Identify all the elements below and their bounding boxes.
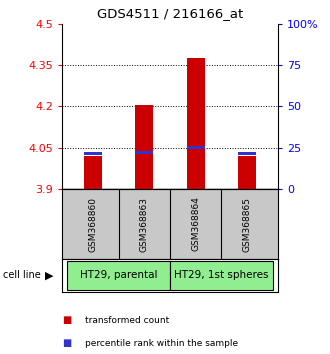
Bar <box>170 261 273 290</box>
Text: transformed count: transformed count <box>85 316 169 325</box>
Bar <box>187 58 205 189</box>
Bar <box>187 146 205 149</box>
Text: ■: ■ <box>62 315 71 325</box>
Bar <box>238 156 256 189</box>
Text: HT29, parental: HT29, parental <box>80 270 157 280</box>
Text: percentile rank within the sample: percentile rank within the sample <box>85 339 238 348</box>
Text: GSM368860: GSM368860 <box>88 196 97 251</box>
Text: ■: ■ <box>62 338 71 348</box>
Text: GSM368863: GSM368863 <box>140 196 149 251</box>
Bar <box>135 105 153 189</box>
Bar <box>135 151 153 154</box>
Title: GDS4511 / 216166_at: GDS4511 / 216166_at <box>97 7 243 20</box>
Text: GSM368865: GSM368865 <box>243 196 252 251</box>
Bar <box>67 261 170 290</box>
Bar <box>238 152 256 155</box>
Text: cell line: cell line <box>3 270 41 280</box>
Bar <box>84 152 102 155</box>
Text: ▶: ▶ <box>45 270 53 280</box>
Text: GSM368864: GSM368864 <box>191 196 200 251</box>
Bar <box>84 156 102 189</box>
Text: HT29, 1st spheres: HT29, 1st spheres <box>174 270 269 280</box>
